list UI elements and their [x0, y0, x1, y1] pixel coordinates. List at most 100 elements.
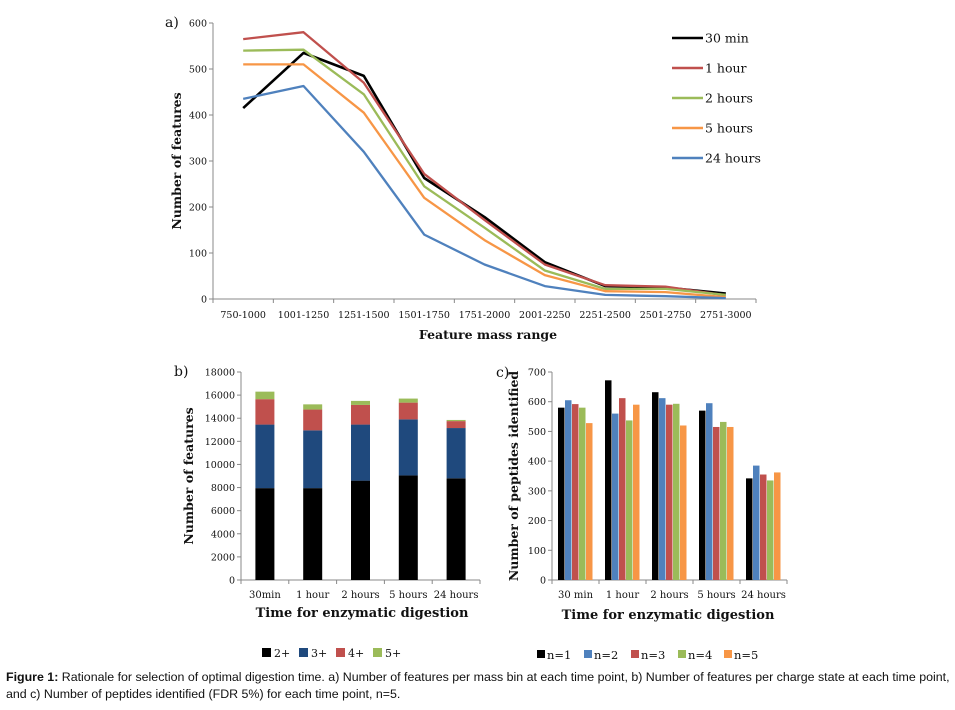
panel-b-y-tick-label: 2000: [211, 552, 235, 563]
panel-c-y-axis-title: Number of peptides identified: [506, 371, 521, 582]
panel-a-y-axis-title: Number of features: [169, 92, 184, 229]
panel-c-y-tick-label: 400: [528, 457, 546, 468]
panel-a-y-tick-label: 600: [189, 19, 207, 30]
panel-c-bar-n5: [774, 472, 781, 580]
panel-b-bar-5plus: [255, 391, 275, 400]
panel-b-bar-2plus: [398, 475, 418, 580]
panel-c-y-tick-label: 100: [528, 546, 546, 557]
panel-b-bar-5plus: [351, 400, 370, 405]
panel-b-x-tick-label: 2 hours: [341, 590, 379, 601]
panel-a-y-tick-label: 200: [189, 203, 207, 214]
panel-a-y-tick-label: 100: [189, 249, 207, 260]
panel-b-bar-2plus: [255, 488, 275, 580]
panel-b-y-tick-label: 12000: [205, 437, 235, 448]
panel-b-legend-swatch: [336, 648, 345, 657]
panel-c-legend-label: n=5: [734, 648, 758, 662]
panel-b-bar-5plus: [398, 398, 418, 403]
panel-c-y-tick-label: 700: [528, 368, 546, 379]
panel-a-x-tick-label: 1001-1250: [278, 310, 330, 321]
panel-c-legend-swatch: [584, 650, 592, 658]
panel-a-legend-label: 30 min: [705, 31, 749, 46]
panel-c-x-tick-label: 5 hours: [697, 590, 735, 601]
panel-c-legend-swatch: [631, 650, 639, 658]
panel-b-legend-swatch: [373, 648, 382, 657]
panel-b-y-tick-label: 10000: [205, 460, 235, 471]
panel-b-x-tick-label: 5 hours: [389, 590, 427, 601]
panel-c-legend-label: n=2: [594, 648, 618, 662]
panel-c-bar-n3: [760, 474, 767, 580]
panel-b-bar-2plus: [351, 480, 370, 580]
panel-b-legend-label: 4+: [348, 647, 364, 660]
panel-b-legend-label: 2+: [274, 647, 290, 660]
panel-a-y-tick-label: 500: [189, 65, 207, 76]
panel-c-y-tick-label: 600: [528, 397, 546, 408]
panel-c-bar-n5: [680, 425, 687, 580]
panel-c-x-tick-label: 2 hours: [650, 590, 688, 601]
panel-a-line-24-hours: [242, 84, 726, 300]
panel-c-bar-n2: [753, 465, 760, 580]
panel-c-x-tick-label: 1 hour: [606, 590, 639, 601]
panel-c-bar-n1: [652, 392, 659, 580]
panel-b-y-axis-title: Number of features: [181, 407, 196, 544]
panel-b-y-tick-label: 0: [229, 576, 235, 587]
panel-a-legend-label: 2 hours: [705, 91, 753, 106]
panel-b-bar-2plus: [303, 488, 323, 580]
panel-a-legend-label: 24 hours: [705, 151, 761, 166]
panel-c-x-tick-label: 24 hours: [741, 590, 786, 601]
caption-text: Rationale for selection of optimal diges…: [6, 670, 950, 701]
panel-c-bar-n5: [586, 423, 593, 580]
panel-c-legend-label: n=4: [688, 648, 712, 662]
panel-a-legend-label: 5 hours: [705, 121, 753, 136]
panel-c-bar-n1: [558, 407, 565, 580]
panel-b-y-tick-label: 6000: [211, 506, 235, 517]
panel-a-x-tick-label: 1251-1500: [338, 310, 390, 321]
panel-c-bar-n3: [572, 404, 579, 580]
panel-a-x-tick-label: 2751-3000: [700, 310, 752, 321]
panel-c-legend-label: n=3: [641, 648, 665, 662]
panel-b-bar-3plus: [303, 430, 323, 489]
panel-a-y-tick-label: 300: [189, 157, 207, 168]
panel-c-bar-n4: [673, 403, 680, 580]
panel-c-legend-swatch: [724, 650, 732, 658]
panel-b-y-tick-label: 16000: [205, 391, 235, 402]
panel-c-x-axis-title: Time for enzymatic digestion: [562, 608, 775, 623]
panel-b-x-axis-title: Time for enzymatic digestion: [256, 606, 469, 621]
panel-a-y-tick-label: 400: [189, 111, 207, 122]
panel-b-legend-label: 3+: [311, 647, 327, 660]
panel-b-legend-label: 5+: [385, 647, 401, 660]
panel-c-bar-n1: [746, 478, 753, 580]
panel-c-bar-n1: [699, 410, 706, 580]
panel-c-bar-n4: [720, 421, 727, 580]
panel-c-y-tick-label: 200: [528, 516, 546, 527]
panel-c-bar-n2: [706, 403, 713, 580]
panel-a-legend-label: 1 hour: [705, 61, 747, 76]
panel-c-y-tick-label: 300: [528, 486, 546, 497]
panel-c-bar-n2: [565, 400, 572, 580]
panel-a-x-tick-label: 750-1000: [220, 310, 266, 321]
panel-c-bar-n4: [626, 420, 633, 580]
panel-a-x-axis-title: Feature mass range: [419, 327, 557, 342]
panel-c-legend-swatch: [537, 650, 545, 658]
panel-c-bar-n2: [659, 398, 666, 580]
panel-c-y-tick-label: 0: [540, 576, 546, 587]
panel-c-bar-n3: [713, 426, 720, 580]
panel-b-x-tick-label: 24 hours: [434, 590, 479, 601]
panel-c-bar-n5: [727, 426, 734, 580]
panel-c-bar-n1: [605, 380, 612, 580]
panel-b-bar-4plus: [398, 402, 418, 420]
panel-b-bar-3plus: [351, 424, 370, 481]
panel-b-bar-3plus: [446, 428, 466, 479]
panel-a-line-30-min: [242, 51, 726, 295]
panel-a-y-tick-label: 0: [201, 295, 207, 306]
panel-b-x-tick-label: 30min: [249, 590, 281, 601]
panel-c-bar-n3: [619, 398, 626, 580]
panel-b-bar-4plus: [351, 404, 370, 425]
panel-c-legend-label: n=1: [547, 648, 571, 662]
panel-a-label: a): [165, 15, 179, 31]
panel-b-y-tick-label: 8000: [211, 483, 235, 494]
panel-a-x-tick-label: 2501-2750: [640, 310, 692, 321]
panel-b-bar-5plus: [446, 419, 466, 422]
panel-b-bar-3plus: [255, 424, 275, 489]
caption-label: Figure 1:: [6, 670, 59, 684]
